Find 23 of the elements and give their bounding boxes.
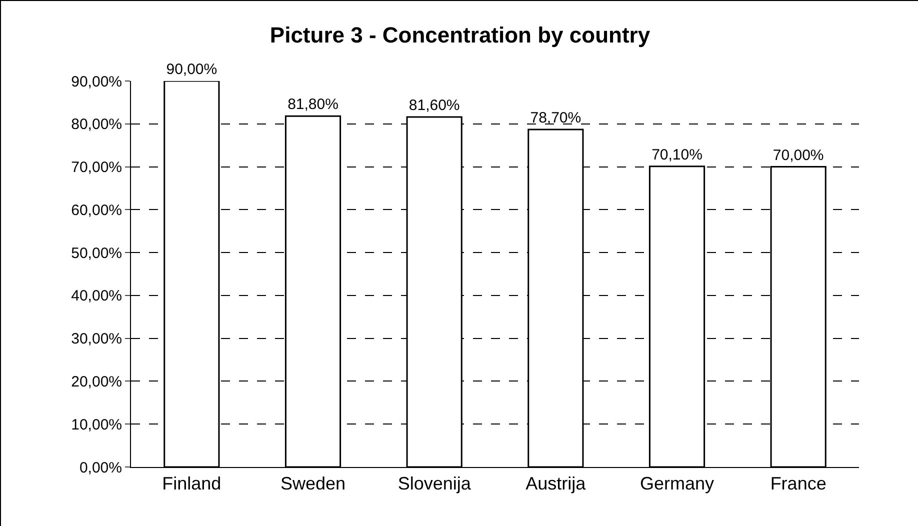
chart-title: Picture 3 - Concentration by country [270, 22, 651, 48]
y-tick-label: 90,00% [71, 73, 122, 90]
y-tick-label: 20,00% [71, 373, 122, 390]
data-label: 78,70% [530, 109, 582, 126]
x-tick-label: Germany [640, 474, 714, 494]
y-tick-label: 80,00% [71, 116, 122, 134]
y-tick-label: 70,00% [71, 159, 122, 176]
y-tick-label: 0,00% [79, 459, 122, 476]
x-tick-label: France [770, 474, 826, 494]
data-label: 81,60% [408, 97, 460, 114]
data-label: 70,00% [772, 146, 824, 164]
y-tick-label: 40,00% [71, 288, 122, 305]
y-tick-label: 50,00% [71, 244, 122, 262]
y-tick-label: 60,00% [71, 202, 122, 219]
y-tick-label: 10,00% [71, 416, 122, 434]
data-label: 90,00% [166, 61, 218, 78]
x-tick-label: Sweden [280, 474, 346, 494]
data-label: 70,10% [652, 146, 702, 164]
x-tick-label: Finland [162, 474, 222, 494]
y-tick-label: 30,00% [71, 330, 122, 348]
data-label: 81,80% [288, 96, 338, 114]
x-tick-label: Austrija [526, 474, 587, 494]
x-tick-label: Slovenija [398, 474, 472, 494]
